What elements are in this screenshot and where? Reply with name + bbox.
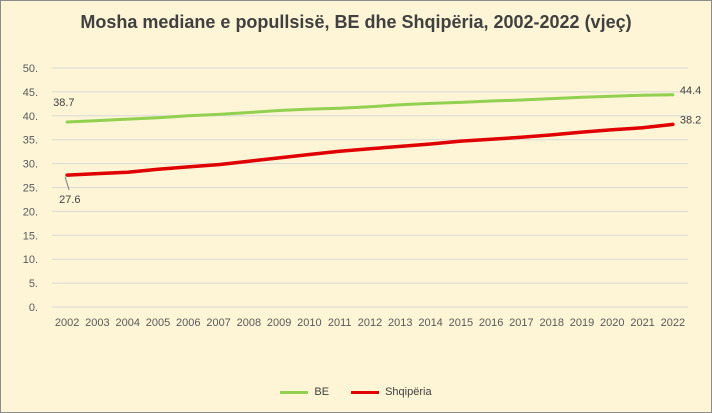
x-tick-label: 2007	[206, 317, 230, 329]
legend-swatch-shqiperia	[351, 390, 380, 394]
x-tick-label: 2008	[237, 317, 261, 329]
x-tick-label: 2012	[358, 317, 382, 329]
x-tick-label: 2018	[539, 317, 563, 329]
y-tick-label: 50.	[23, 63, 38, 75]
x-tick-label: 2020	[600, 317, 624, 329]
x-tick-label: 2002	[55, 317, 79, 329]
x-tick-label: 2019	[570, 317, 594, 329]
x-tick-label: 2011	[328, 317, 352, 329]
x-tick-label: 2014	[418, 317, 442, 329]
x-tick-label: 2005	[146, 317, 170, 329]
x-tick-label: 2006	[176, 317, 200, 329]
y-tick-label: 0.	[29, 302, 38, 314]
data-label: 38.7	[53, 97, 74, 109]
y-tick-label: 20.	[23, 206, 38, 218]
series-line-shqiperia	[65, 122, 675, 177]
data-label: 44.4	[680, 85, 701, 97]
x-tick-label: 2009	[267, 317, 291, 329]
x-tick-label: 2021	[630, 317, 654, 329]
legend-label-shqiperia: Shqipëria	[385, 386, 432, 398]
chart-title: Mosha mediane e popullsisë, BE dhe Shqip…	[80, 12, 632, 32]
legend-swatch-be	[280, 390, 309, 394]
x-tick-label: 2022	[661, 317, 685, 329]
legend-label-be: BE	[314, 386, 330, 398]
x-tick-label: 2015	[449, 317, 473, 329]
y-tick-label: 5.	[29, 278, 38, 290]
x-tick-label: 2010	[297, 317, 321, 329]
legend-item-shqiperia: Shqipëria	[351, 386, 432, 398]
data-label: 38.2	[680, 114, 701, 126]
y-tick-label: 35.	[23, 135, 38, 147]
x-tick-label: 2003	[85, 317, 109, 329]
series-line-be	[65, 93, 675, 124]
y-tick-label: 10.	[23, 254, 38, 266]
data-label-leader	[64, 176, 70, 191]
x-tick-label: 2004	[115, 317, 139, 329]
y-tick-label: 25.	[23, 183, 38, 195]
y-tick-label: 40.	[23, 111, 38, 123]
chart-legend: BE Shqipëria	[0, 386, 712, 398]
y-tick-label: 15.	[23, 230, 38, 242]
x-tick-label: 2013	[388, 317, 412, 329]
data-label: 27.6	[59, 194, 80, 206]
x-tick-label: 2016	[479, 317, 503, 329]
y-tick-label: 30.	[23, 159, 38, 171]
x-tick-label: 2017	[509, 317, 533, 329]
y-tick-label: 45.	[23, 87, 38, 99]
legend-item-be: BE	[280, 386, 329, 398]
